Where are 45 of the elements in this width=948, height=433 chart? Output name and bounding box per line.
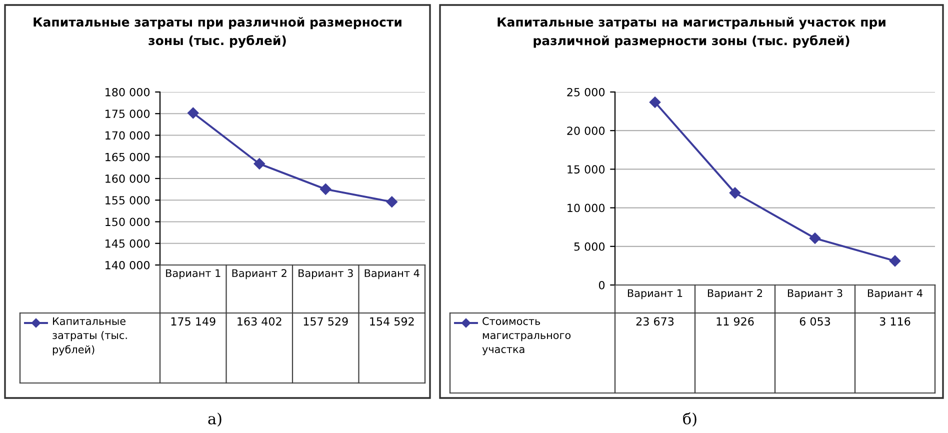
x-tick-label: Вариант 2 — [232, 269, 286, 280]
x-tick-label: Вариант 1 — [628, 289, 682, 300]
x-tick-label: Вариант 3 — [298, 269, 353, 280]
chart-title: Капитальные затраты на магистральный участок при различной размерности зоны (тыс. рублей) — [498, 17, 886, 48]
data-label: 23 673 — [636, 317, 674, 326]
point — [809, 232, 821, 244]
data-label: 3 116 — [880, 317, 910, 326]
y-tick-label: 160 000 — [106, 174, 150, 183]
point — [320, 184, 332, 195]
point — [889, 255, 901, 267]
y-tick-label: 0 — [598, 280, 605, 290]
y-tick-label: 175 000 — [106, 110, 150, 118]
x-tick-label: Вариант 2 — [708, 289, 762, 300]
y-tick-label: 25 000 — [567, 88, 605, 96]
data-label: 175 149 — [171, 317, 216, 326]
text: б) — [683, 412, 696, 427]
y-tick-label: 140 000 — [106, 260, 150, 270]
point — [188, 107, 199, 119]
x-tick-label: Вариант 4 — [364, 269, 420, 280]
point — [729, 187, 741, 199]
point — [254, 158, 265, 170]
y-tick-label: 15 000 — [568, 165, 605, 174]
data-label: 11 926 — [716, 317, 754, 326]
x-tick-label: Вариант 4 — [868, 289, 922, 300]
y-tick-label: 170 000 — [106, 131, 150, 140]
text: а) — [208, 412, 222, 427]
point — [386, 196, 398, 208]
y-tick-label: 5 000 — [574, 242, 605, 251]
y-tick-label: 145 000 — [106, 239, 150, 248]
y-tick-label: 180 000 — [106, 88, 150, 96]
data-label: 6 053 — [800, 317, 830, 326]
point — [649, 96, 661, 108]
x-tick-label: Вариант 1 — [166, 269, 220, 280]
data-label: 157 529 — [304, 317, 348, 326]
legend-label: Стоимость магистрального участка — [482, 317, 571, 356]
data-label: 163 402 — [238, 317, 282, 326]
y-tick-label: 10 000 — [568, 204, 605, 212]
y-tick-label: 20 000 — [567, 126, 605, 135]
y-tick-label: 165 000 — [106, 152, 150, 162]
y-tick-label: 150 000 — [106, 218, 150, 226]
legend-label: Капитальные затраты (тыс. рублей) — [52, 317, 127, 356]
chart-title: Капитальные затраты при различной размерности зоны (тыс. рублей) — [34, 17, 402, 48]
data-label: 154 592 — [370, 317, 414, 326]
x-tick-label: Вариант 3 — [788, 289, 842, 300]
y-tick-label: 155 000 — [106, 196, 150, 205]
